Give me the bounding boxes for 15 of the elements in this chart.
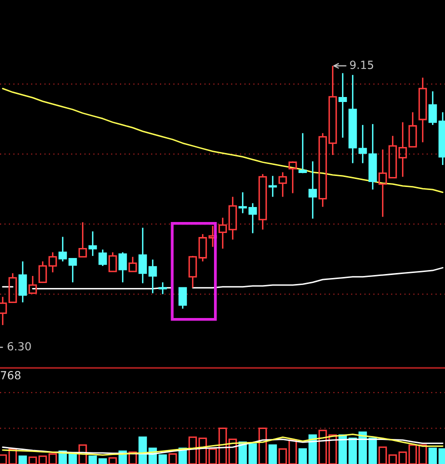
candlestick [268,175,277,198]
candlestick [18,260,27,304]
annotation: 9.15 [350,60,374,70]
text: 6.30 [8,342,31,351]
bar [108,457,117,464]
bar [268,444,277,464]
candlestick [308,160,317,220]
candlestick [158,282,167,295]
bar [18,455,27,464]
candlestick [418,76,427,143]
candlestick [338,72,347,138]
candlestick [88,230,97,257]
bar [258,428,267,464]
text: 768 [0,371,20,380]
bar [168,453,177,464]
